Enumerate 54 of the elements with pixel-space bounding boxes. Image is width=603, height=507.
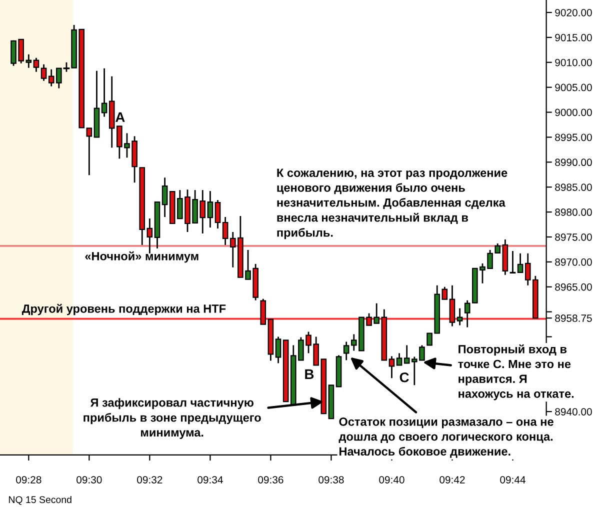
annotation: Остаток позиции размазало – она не дошла до своего логического конца. Началось боковое движение. (338, 418, 554, 458)
x-tick-label: 09:28 (16, 476, 42, 484)
candlestick (86, 128, 92, 176)
y-tick-label: 8965.00 (555, 283, 592, 291)
ref-line-label: Другой уровень поддержки на HTF (22, 304, 226, 316)
candlestick (343, 341, 350, 361)
candlestick (207, 190, 214, 228)
candlestick (275, 336, 282, 364)
candlestick (456, 308, 463, 326)
x-tick-label: 09:40 (379, 476, 404, 484)
x-tick-label: 09:32 (137, 476, 162, 484)
y-tick-label: 8970.00 (555, 258, 592, 266)
y-tick-label: 8958.75 (555, 314, 592, 322)
candlestick (222, 216, 228, 246)
y-tick-label: 9015.00 (555, 34, 592, 42)
candlestick (388, 356, 395, 379)
x-tick-label: 09:36 (258, 476, 284, 484)
x-tick-label: 09:44 (500, 476, 526, 484)
candlestick (404, 344, 410, 364)
text: NQ 15 Second (8, 496, 72, 505)
candlestick (26, 54, 32, 69)
y-tick-label: 9020.00 (555, 8, 592, 16)
candlestick (162, 176, 168, 218)
candlestick (260, 298, 266, 325)
y-tick-label: 8990.00 (555, 158, 592, 166)
y-tick-label: 8980.00 (555, 208, 592, 216)
x-tick-label: 09:42 (440, 476, 465, 484)
candlestick (517, 252, 524, 274)
y-tick-label: 9005.00 (555, 84, 592, 92)
candlestick (442, 286, 448, 300)
y-tick-label: 8995.00 (555, 134, 592, 142)
candlestick (101, 68, 108, 118)
annotation: B (305, 369, 314, 379)
x-tick-label: 09:34 (198, 476, 223, 484)
ref-line-label: «Ночной» минимум (85, 251, 198, 263)
annotation: Повторный вход в точке C. Мне это не нравится. Я нахожусь на откате. (458, 344, 574, 400)
annotation: Я зафиксировал частичную прибыль в зоне предыдущего минимума. (84, 398, 261, 439)
candlestick (449, 284, 456, 327)
x-tick-label: 09:38 (318, 476, 344, 484)
candlestick (510, 250, 516, 274)
y-tick-label: 8985.00 (555, 184, 592, 191)
candlestick (214, 199, 221, 230)
candlestick (33, 57, 40, 73)
candlestick (40, 64, 47, 82)
candlestick (146, 218, 153, 254)
y-tick-label: 8975.00 (555, 233, 592, 241)
y-tick-label: 8940.00 (555, 408, 592, 416)
x-tick-label: 09:30 (76, 476, 102, 484)
y-tick-label: 9000.00 (555, 108, 592, 116)
annotation: A (116, 112, 125, 122)
annotation: C (400, 372, 409, 382)
y-tick-label: 9010.00 (555, 58, 592, 66)
candlestick (396, 352, 402, 366)
annotation: К сожалению, на этот раз продолжение ценового движения было очень незначительным. Добавленная сделка внесла незначительный вклад в прибыль. (277, 168, 508, 240)
